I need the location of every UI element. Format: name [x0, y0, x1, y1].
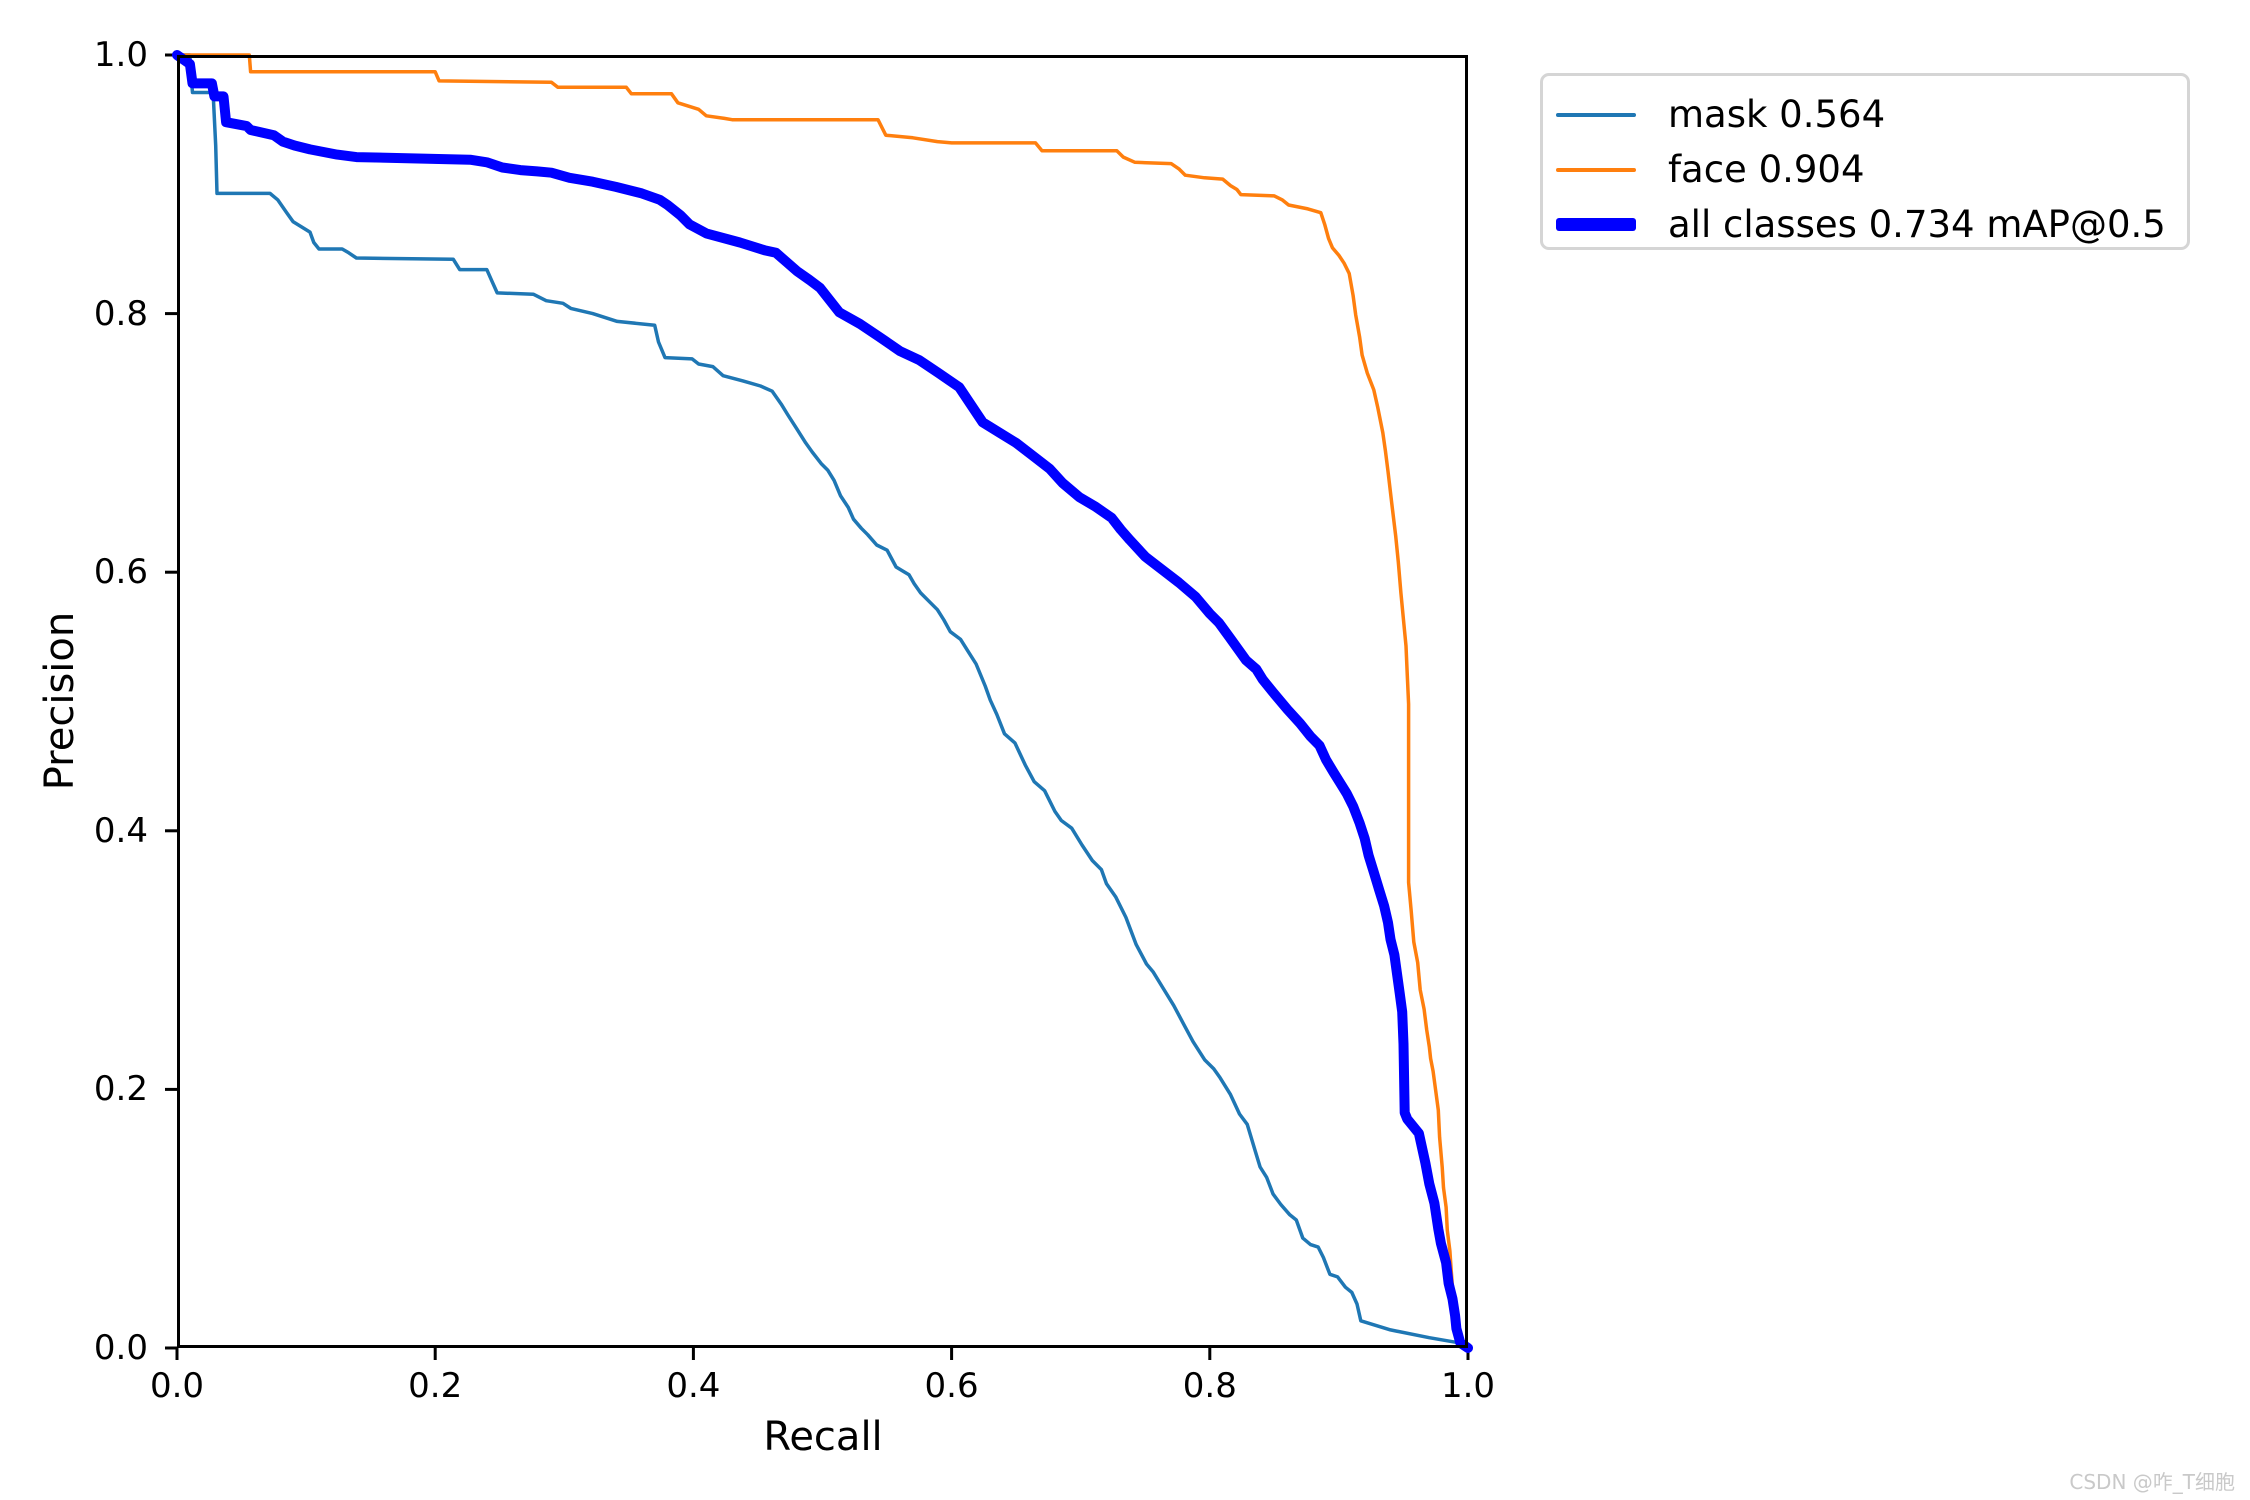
- plot-frame: [177, 55, 1468, 1348]
- y-tick-label-0.6: 0.6: [93, 552, 148, 593]
- pr-curves-canvas: [165, 50, 1473, 1360]
- legend: mask 0.564 face 0.904 all classes 0.734 mA…: [1540, 73, 2190, 250]
- curve-mask: [175, 53, 1470, 1350]
- y-tick-label-1.0: 1.0: [93, 35, 148, 75]
- y-tick-label-0.2: 0.2: [93, 1069, 148, 1110]
- legend-label-all-classes: all classes 0.734 mAP@0.5: [1668, 203, 2166, 246]
- x-tick-label-0.4: 0.4: [666, 1366, 721, 1406]
- legend-label-face: face 0.904: [1668, 148, 1865, 191]
- y-tick-label-0.4: 0.4: [93, 810, 148, 851]
- plot-area: [165, 50, 1473, 1360]
- legend-row-all-classes: all classes 0.734 mAP@0.5: [1556, 197, 2187, 252]
- x-tick-label-0.2: 0.2: [408, 1366, 463, 1406]
- y-tick-label-0.8: 0.8: [93, 293, 148, 334]
- legend-line-sample-face: [1556, 167, 1636, 172]
- legend-row-face: face 0.904: [1556, 142, 2187, 197]
- y-axis-label: Precision: [37, 611, 83, 791]
- x-tick-label-0.8: 0.8: [1182, 1366, 1237, 1406]
- legend-label-mask: mask 0.564: [1668, 93, 1886, 136]
- watermark: CSDN @咋_T细胞: [2069, 1470, 2235, 1494]
- y-tick-label-0.0: 0.0: [93, 1328, 148, 1368]
- x-axis-label: Recall: [763, 1414, 883, 1460]
- curve-all-classes: [172, 50, 1473, 1353]
- curve-face: [175, 53, 1465, 1350]
- legend-line-sample-all-classes: [1556, 218, 1636, 231]
- legend-row-mask: mask 0.564: [1556, 87, 2187, 142]
- x-tick-label-0.6: 0.6: [924, 1366, 979, 1406]
- x-tick-label-0.0: 0.0: [149, 1366, 205, 1406]
- legend-line-sample-mask: [1556, 112, 1636, 117]
- x-tick-label-1.0: 1.0: [1440, 1366, 1496, 1406]
